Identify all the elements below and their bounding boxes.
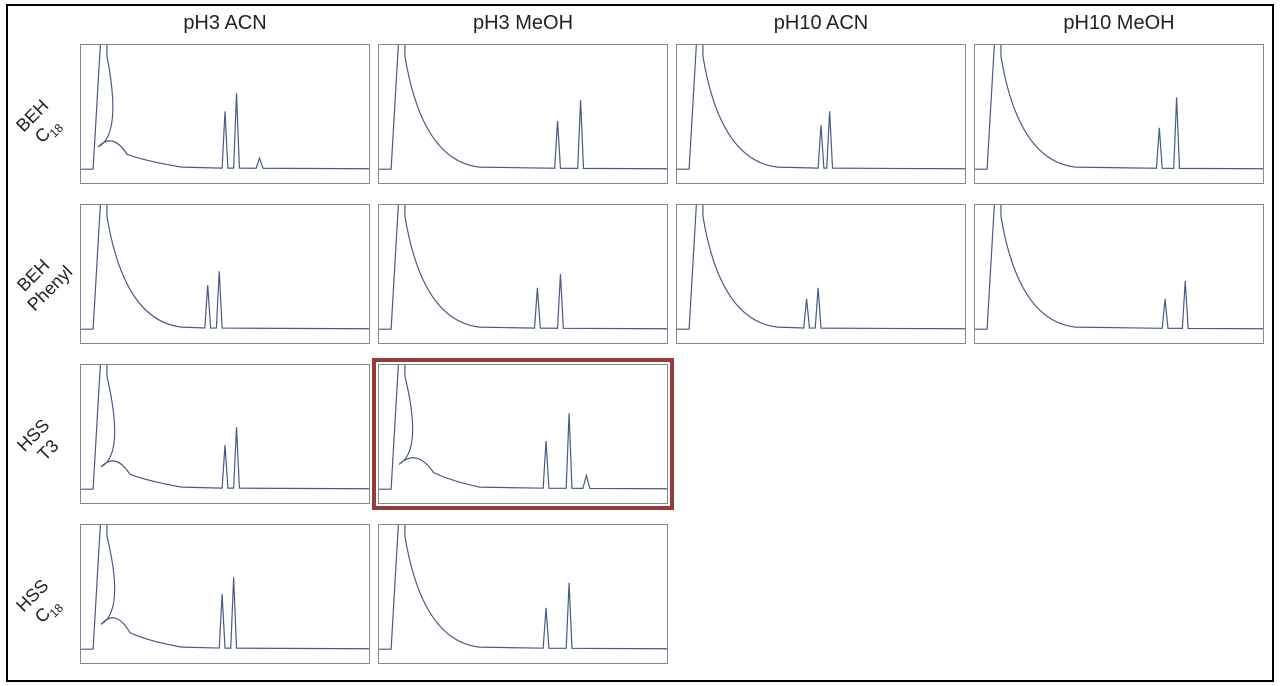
figure-frame: pH3 ACN pH3 MeOH pH10 ACN pH10 MeOH BEH … [6,4,1274,682]
chromatogram-r1-c3 [974,204,1264,344]
chromatogram-r3-c0 [80,524,370,664]
chromatogram-r0-c2 [676,44,966,184]
chromatogram-r2-c1 [378,364,668,504]
col-header-1: pH3 MeOH [378,12,668,35]
chromatogram-r1-c1 [378,204,668,344]
col-header-3: pH10 MeOH [974,12,1264,35]
col-header-0: pH3 ACN [80,12,370,35]
chromatogram-r1-c2 [676,204,966,344]
chromatogram-r2-c0 [80,364,370,504]
row-label-2: HSS T3 [8,410,73,475]
row-label-0: BEH C18 [8,91,75,158]
chromatogram-r1-c0 [80,204,370,344]
chromatogram-r3-c1 [378,524,668,664]
col-header-2: pH10 ACN [676,12,966,35]
chromatogram-r0-c3 [974,44,1264,184]
chromatogram-r0-c1 [378,44,668,184]
row-label-3: HSS C18 [8,571,75,638]
row-label-1: BEH Phenyl [8,250,73,315]
chromatogram-r0-c0 [80,44,370,184]
